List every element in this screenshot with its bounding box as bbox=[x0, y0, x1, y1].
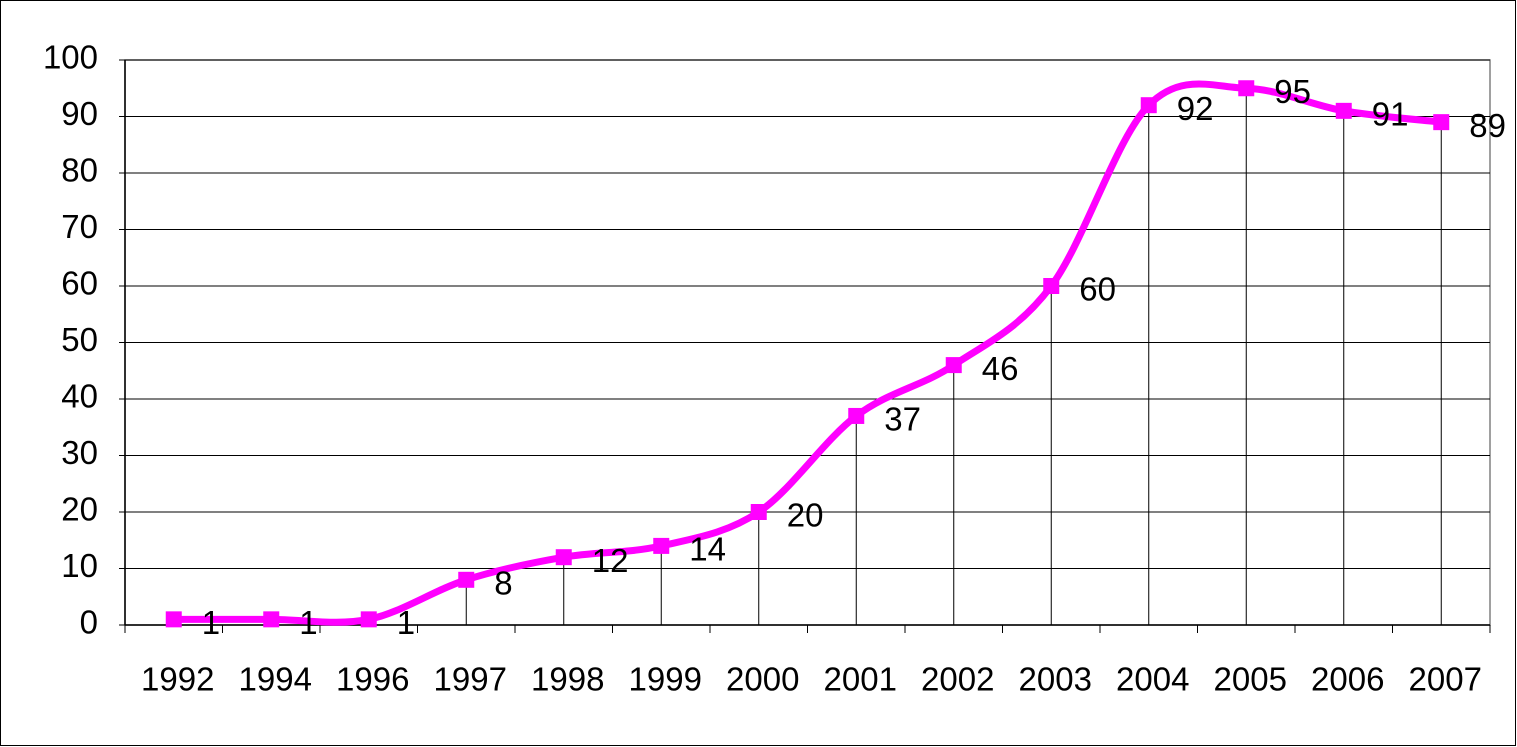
x-tick-label: 1997 bbox=[434, 661, 507, 698]
y-tick-label: 80 bbox=[61, 152, 98, 189]
marker bbox=[555, 549, 572, 566]
y-tick-label: 90 bbox=[61, 95, 98, 132]
marker bbox=[458, 571, 475, 588]
x-tick-label: 2002 bbox=[921, 661, 994, 698]
data-label: 14 bbox=[689, 531, 726, 568]
x-tick-label: 1998 bbox=[531, 661, 604, 698]
x-tick-label: 2000 bbox=[726, 661, 799, 698]
x-tick-label: 2001 bbox=[824, 661, 897, 698]
y-tick-label: 70 bbox=[61, 208, 98, 245]
marker bbox=[360, 611, 377, 628]
x-tick-label: 1992 bbox=[141, 661, 214, 698]
y-tick-label: 0 bbox=[80, 604, 98, 641]
marker bbox=[1433, 114, 1450, 131]
marker bbox=[1238, 80, 1255, 97]
data-label: 1 bbox=[397, 604, 415, 641]
data-label: 89 bbox=[1469, 107, 1506, 144]
x-tick-label: 2006 bbox=[1311, 661, 1384, 698]
y-tick-label: 20 bbox=[61, 491, 98, 528]
x-tick-label: 1996 bbox=[336, 661, 409, 698]
y-tick-label: 10 bbox=[61, 547, 98, 584]
marker bbox=[945, 357, 962, 374]
x-tick-label: 1994 bbox=[239, 661, 312, 698]
data-label: 95 bbox=[1274, 73, 1311, 110]
data-label: 12 bbox=[592, 542, 629, 579]
y-tick-label: 30 bbox=[61, 434, 98, 471]
marker bbox=[1140, 97, 1157, 114]
y-tick-label: 40 bbox=[61, 378, 98, 415]
marker bbox=[750, 504, 767, 520]
data-label: 46 bbox=[982, 350, 1019, 387]
data-label: 37 bbox=[884, 401, 921, 438]
data-label: 8 bbox=[494, 565, 512, 602]
data-label: 91 bbox=[1372, 96, 1409, 133]
y-tick-label: 60 bbox=[61, 265, 98, 302]
data-label: 1 bbox=[202, 604, 220, 641]
y-tick-label: 50 bbox=[61, 321, 98, 358]
line bbox=[173, 80, 1442, 626]
x-tick-label: 2004 bbox=[1116, 661, 1189, 698]
y-tick-label: 100 bbox=[43, 39, 98, 76]
marker bbox=[1335, 102, 1352, 119]
data-label: 1 bbox=[299, 604, 317, 641]
x-tick-label: 2003 bbox=[1019, 661, 1092, 698]
marker bbox=[848, 407, 865, 424]
x-tick-label: 2005 bbox=[1214, 661, 1287, 698]
marker bbox=[165, 611, 182, 628]
marker bbox=[653, 537, 670, 554]
data-label: 60 bbox=[1079, 271, 1116, 308]
data-label: 20 bbox=[787, 497, 824, 534]
marker bbox=[1043, 278, 1060, 294]
x-tick-label: 1999 bbox=[629, 661, 702, 698]
marker bbox=[263, 611, 280, 628]
data-label: 92 bbox=[1177, 90, 1214, 127]
x-tick-label: 2007 bbox=[1409, 661, 1482, 698]
